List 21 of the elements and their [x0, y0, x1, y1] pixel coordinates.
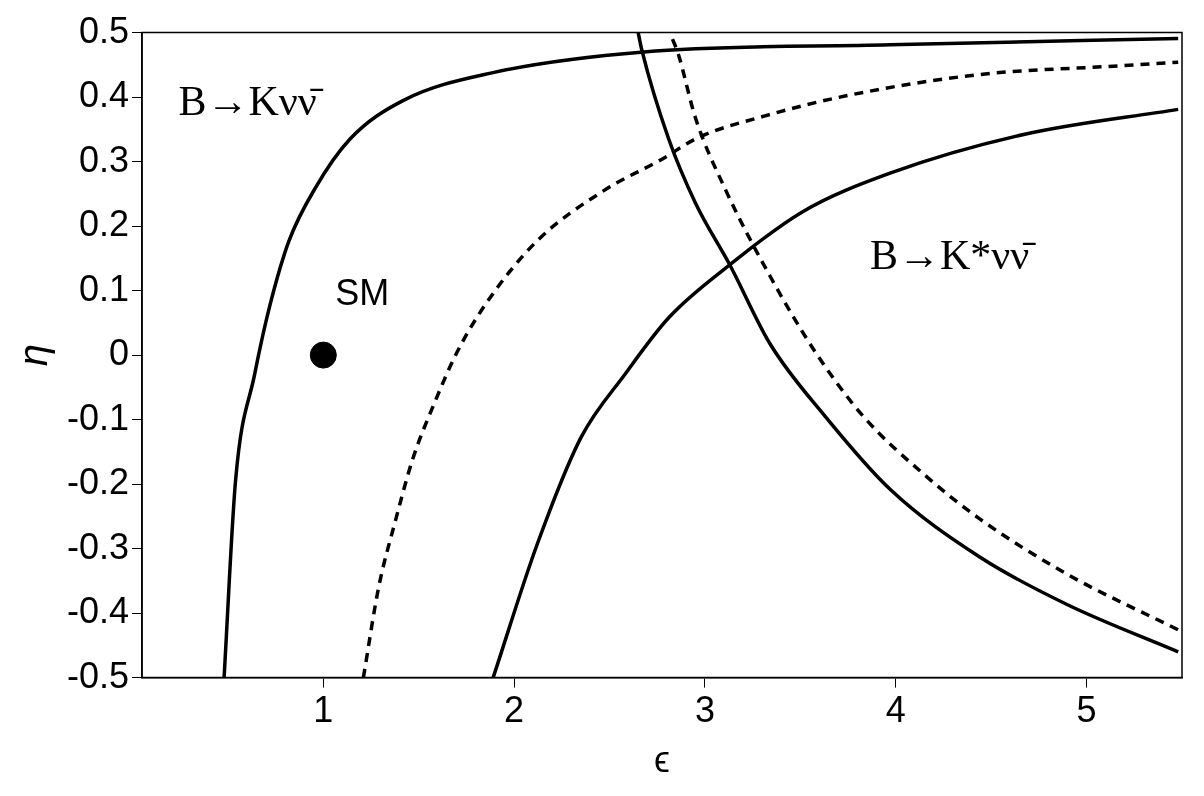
x-tick-label: 1 — [313, 689, 334, 731]
y-tick-label: -0.3 — [66, 525, 130, 567]
y-tick-label: 0.2 — [78, 203, 130, 245]
annotation: B→Kνν̄ — [178, 77, 324, 124]
y-tick-label: -0.4 — [66, 590, 130, 632]
y-tick-label: -0.1 — [66, 396, 130, 438]
x-tick-label: 3 — [694, 689, 715, 731]
y-tick-label: 0.4 — [78, 74, 130, 116]
x-tick-label: 4 — [885, 689, 906, 731]
y-tick-label: -0.2 — [66, 461, 130, 503]
annotation: B→K*νν̄ — [870, 232, 1037, 279]
y-tick-label: 0 — [109, 332, 130, 374]
y-axis-title: η — [11, 343, 56, 367]
x-tick-label: 5 — [1076, 689, 1097, 731]
annotation: SM — [335, 272, 390, 314]
x-tick-label: 2 — [504, 689, 525, 731]
x-axis-title: ϵ — [654, 739, 670, 781]
y-tick-label: 0.3 — [78, 138, 130, 180]
y-tick-label: 0.1 — [78, 267, 130, 309]
y-tick-label: -0.5 — [66, 654, 130, 696]
y-tick-label: 0.5 — [78, 9, 130, 51]
